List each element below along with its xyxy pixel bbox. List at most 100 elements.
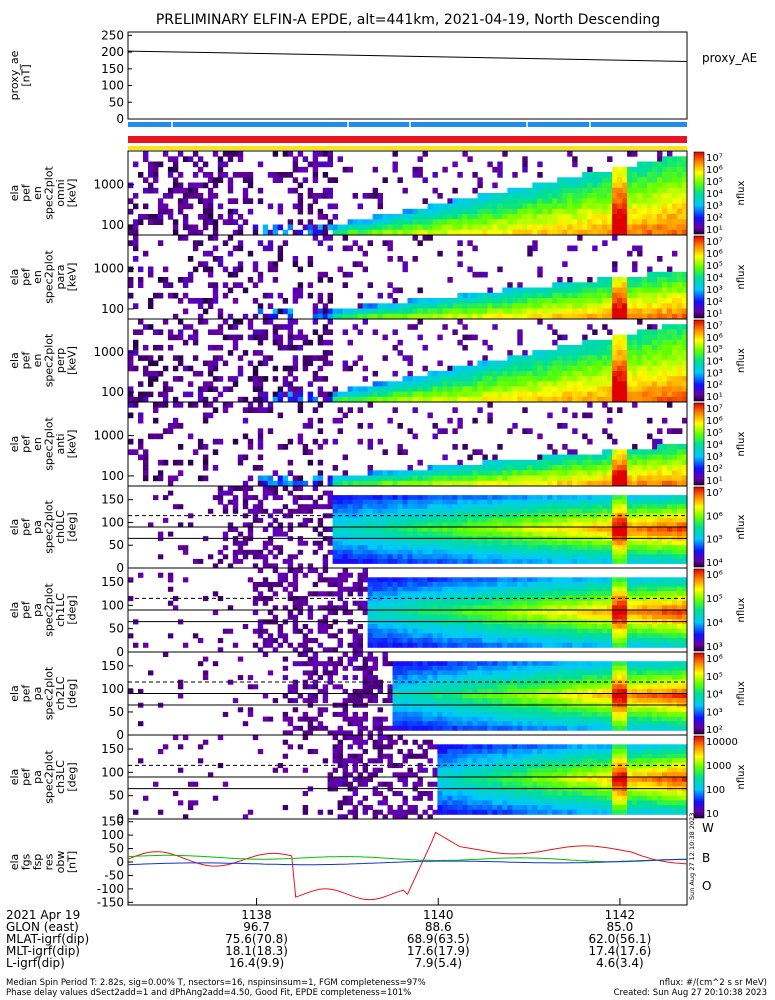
spectrogram-cell (622, 454, 628, 461)
spectrogram-cell (572, 454, 578, 461)
spectrogram-cell (487, 459, 493, 466)
spectrogram-cell (217, 313, 224, 320)
spectrogram-cell (567, 350, 573, 356)
pitch-angle-cell (427, 624, 433, 630)
spectrogram-cell (657, 271, 663, 278)
spectrogram-cell (502, 298, 508, 304)
spectrogram-cell (647, 480, 653, 487)
spectrogram-cell (212, 465, 219, 471)
pitch-angle-cell (317, 517, 324, 523)
pitch-angle-cell (332, 549, 338, 555)
spectrogram-cell (153, 402, 159, 408)
spectrogram-cell (642, 360, 648, 367)
spectrogram-cell (597, 292, 603, 299)
spectrogram-cell (627, 459, 633, 466)
spectrogram-cell (477, 480, 483, 487)
pitch-angle-cell (347, 522, 353, 528)
spectrogram-cell (187, 156, 194, 162)
spectrogram-cell (567, 308, 573, 315)
spectrogram-cell (592, 465, 598, 471)
spectrogram-cell (287, 386, 294, 392)
spectrogram-cell (143, 470, 149, 476)
spectrogram-cell (427, 386, 433, 392)
pitch-angle-cell (532, 522, 538, 528)
spectrogram-cell (262, 292, 269, 299)
spectrogram-cell (402, 386, 408, 392)
pitch-angle-cell (667, 549, 673, 555)
spectrogram-cell (507, 193, 513, 199)
spectrogram-cell (302, 444, 309, 450)
spectrogram-cell (547, 459, 553, 466)
spectrogram-cell (662, 344, 668, 351)
spectrogram-cell (462, 292, 468, 299)
pitch-angle-cell (632, 549, 638, 555)
spectrogram-cell (352, 224, 358, 231)
spectrogram-cell (242, 219, 249, 225)
spectrogram-cell (482, 203, 488, 210)
spectrogram-cell (182, 214, 189, 220)
pitch-angle-cell (607, 517, 613, 523)
spectrogram-cell (572, 470, 578, 476)
spectrogram-cell (462, 219, 468, 225)
pitch-angle-cell (637, 522, 643, 528)
spectrogram-cell (392, 151, 398, 157)
spectrogram-cell (387, 303, 393, 309)
pitch-angle-cell (287, 563, 294, 569)
spectrogram-cell (632, 224, 638, 231)
spectrogram-cell (557, 193, 563, 199)
spectrogram-cell (187, 365, 194, 372)
spectrogram-cell (657, 229, 663, 236)
pitch-angle-cell (182, 549, 189, 555)
pitch-angle-cell (427, 633, 433, 639)
spectrogram-cell (622, 172, 628, 178)
colorbar-tick-label: 10¹ (706, 225, 723, 236)
pitch-angle-cell (222, 628, 229, 634)
spectrogram-cell (642, 182, 648, 189)
spectrogram-cell (237, 459, 244, 466)
spectrogram-cell (662, 417, 668, 424)
spectrogram-cell (307, 459, 314, 466)
spectrogram-cell (612, 470, 618, 476)
spectrogram-cell (607, 475, 613, 482)
spectrogram-cell (182, 193, 189, 199)
spectrogram-cell (477, 182, 483, 189)
spectrogram-cell (632, 454, 638, 461)
spectrogram-cell (412, 391, 418, 398)
spectrogram-cell (582, 334, 588, 341)
pitch-angle-cell (302, 624, 309, 630)
spectrogram-cell (462, 313, 468, 320)
pitch-angle-cell (362, 605, 368, 611)
spectrogram-cell (662, 313, 668, 320)
spectrogram-cell (497, 360, 503, 367)
spectrogram-cell (138, 172, 144, 178)
spectrogram-cell (592, 459, 598, 466)
pitch-angle-cell (547, 549, 553, 555)
pitch-angle-cell (432, 499, 438, 505)
pitch-angle-cell (292, 605, 299, 611)
spectrogram-cell (377, 396, 383, 403)
spectrogram-cell (587, 480, 593, 487)
spectrogram-cell (138, 214, 144, 220)
spectrogram-cell (367, 470, 373, 476)
spectrogram-cell (532, 208, 538, 215)
pitch-angle-cell (337, 540, 343, 546)
y-tick-label: 250 (101, 28, 124, 42)
spectrogram-cell (342, 229, 348, 236)
pitch-angle-cell (377, 638, 383, 644)
pitch-angle-cell (672, 540, 678, 546)
pitch-angle-cell (247, 522, 254, 528)
pitch-angle-cell (492, 499, 498, 505)
pitch-angle-cell (442, 610, 448, 616)
pitch-angle-cell (357, 517, 363, 523)
pitch-angle-cell (292, 508, 299, 514)
pitch-angle-cell (582, 545, 588, 551)
spectrogram-cell (437, 370, 443, 377)
pitch-angle-cell (372, 549, 378, 555)
pitch-angle-cell (307, 504, 314, 510)
pitch-angle-cell (367, 628, 373, 634)
spectrogram-cell (362, 386, 368, 392)
spectrogram-cell (632, 470, 638, 476)
spectrogram-cell (657, 329, 663, 335)
spectrogram-cell (527, 386, 533, 392)
spectrogram-cell (262, 313, 269, 320)
